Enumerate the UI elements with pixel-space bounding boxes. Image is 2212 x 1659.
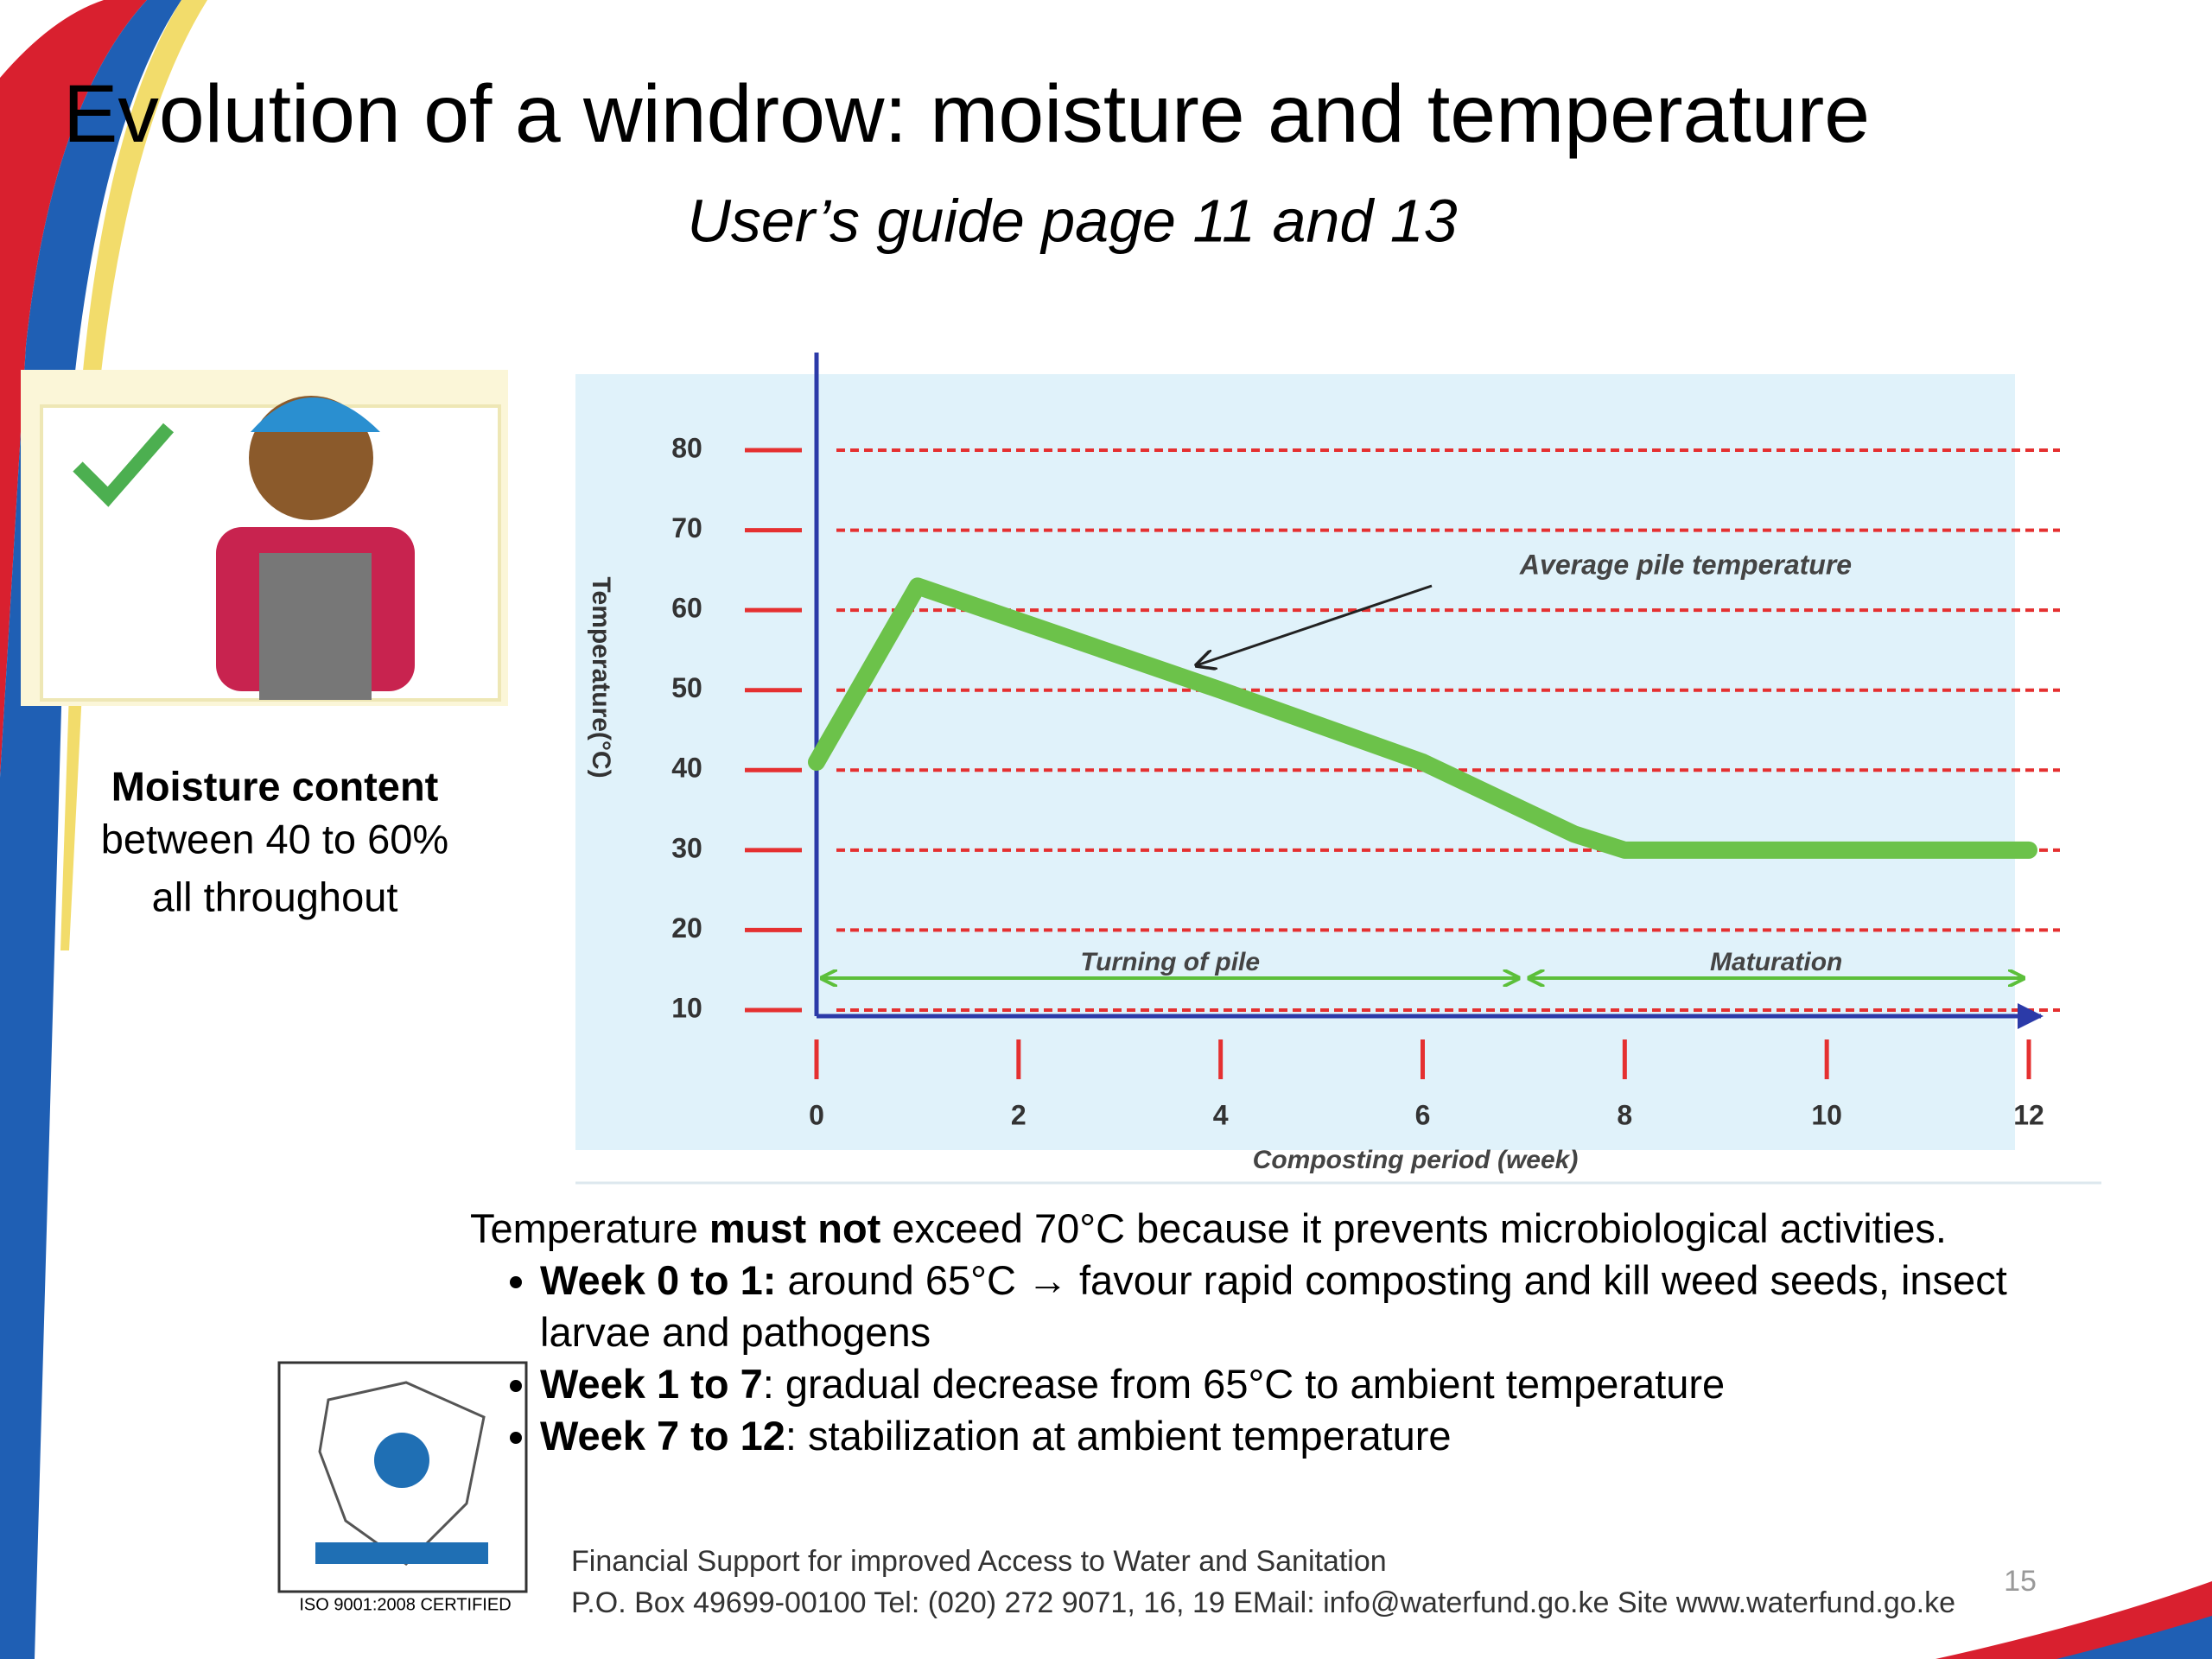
x-tick-label: 2 [1011, 1099, 1027, 1130]
bullet-text: around 65°C → favour rapid composting an… [540, 1257, 2007, 1355]
body-text: Temperature must not exceed 70°C because… [470, 1203, 2112, 1462]
person-apron [259, 553, 372, 700]
y-tick-label: 40 [671, 753, 702, 784]
bullet: Week 0 to 1: around 65°C → favour rapid … [540, 1255, 2009, 1358]
decor-red [0, 0, 147, 778]
series-annotation: Average pile temperature [1519, 549, 1852, 580]
x-tick-label: 4 [1213, 1099, 1229, 1130]
logo-map [318, 1381, 486, 1566]
y-tick-label: 70 [671, 512, 702, 543]
y-axis-label: Temperature(°C) [587, 576, 615, 778]
checkmark [73, 423, 175, 507]
bullet-text: : stabilization at ambient temperature [785, 1413, 1452, 1459]
y-tick-label: 60 [671, 593, 702, 624]
title: Evolution of a windrow: moisture and tem… [63, 68, 1870, 160]
y-tick-label: 80 [671, 432, 702, 463]
bullet-bold: Week 0 to 1: [540, 1257, 777, 1303]
intro: Temperature must not exceed 70°C because… [470, 1203, 2112, 1255]
x-tick-label: 6 [1415, 1099, 1431, 1130]
subtitle: User’s guide page 11 and 13 [687, 187, 1457, 254]
x-axis-label: Composting period (week) [1253, 1146, 1579, 1174]
footer-line: Financial Support for improved Access to… [571, 1545, 1387, 1578]
person-helmet [251, 397, 380, 432]
bullet-bold: Week 1 to 7 [540, 1361, 763, 1407]
x-tick-label: 8 [1617, 1099, 1632, 1130]
intro-text: exceed 70°C because it prevents microbio… [880, 1205, 1947, 1251]
logo-drop [374, 1433, 429, 1488]
series-line [808, 577, 2037, 859]
intro-bold: must not [709, 1205, 881, 1251]
certification: ISO 9001:2008 CERTIFIED [299, 1595, 511, 1614]
intro-text: Temperature [470, 1205, 709, 1251]
footer-line: P.O. Box 49699-00100 Tel: (020) 272 9071… [571, 1586, 1955, 1619]
bullets: Week 0 to 1: around 65°C → favour rapid … [470, 1255, 2009, 1462]
chart-panel [575, 374, 2015, 1150]
page-number: 15 [2004, 1565, 2037, 1598]
bullet-bold: Week 7 to 12 [540, 1413, 785, 1459]
logo-banner [315, 1542, 488, 1564]
y-tick-label: 20 [671, 912, 702, 944]
decor-blue-br [2056, 1616, 2212, 1659]
annotation-arrow [1197, 584, 1433, 665]
phase-label: Maturation [1710, 948, 1842, 976]
x-tick-label: 0 [809, 1099, 824, 1130]
y-tick-label: 30 [671, 832, 702, 863]
moisture-line: between 40 to 60% [101, 816, 448, 861]
bullet-text: : gradual decrease from 65°C to ambient … [762, 1361, 1726, 1407]
x-tick-label: 10 [1811, 1099, 1842, 1130]
x-tick-label: 12 [2013, 1099, 2044, 1130]
moisture-line: all throughout [152, 874, 398, 919]
y-tick-label: 10 [671, 992, 702, 1023]
y-tick-label: 50 [671, 672, 702, 703]
phase-label: Turning of pile [1080, 948, 1260, 976]
bullet: Week 7 to 12: stabilization at ambient t… [540, 1410, 2009, 1462]
bullet: Week 1 to 7: gradual decrease from 65°C … [540, 1358, 2009, 1410]
moisture-heading: Moisture content [111, 763, 439, 809]
